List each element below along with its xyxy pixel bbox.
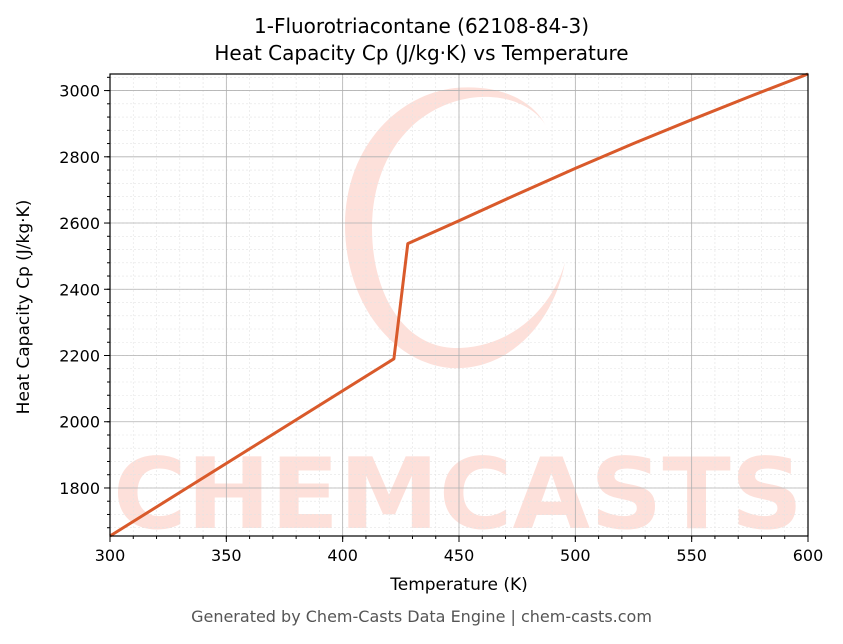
series-polyline	[109, 72, 809, 538]
axis-ticks: 300 350 400 450 500 550 600 1800 2000 2200 2400 260…	[59, 76, 824, 565]
watermark-text: CHEMCASTS	[113, 438, 803, 552]
series-line	[109, 72, 809, 538]
y-tick-label: 2600	[59, 214, 100, 233]
watermark: CHEMCASTS	[113, 87, 803, 552]
x-tick-label: 350	[211, 546, 242, 565]
chart-title-line2: Heat Capacity Cp (J/kg·K) vs Temperature	[214, 41, 629, 65]
x-tick-label: 450	[444, 546, 475, 565]
x-tick-label: 550	[676, 546, 707, 565]
y-tick-label: 2200	[59, 347, 100, 366]
y-tick-label: 1800	[59, 479, 100, 498]
x-tick-label: 400	[327, 546, 358, 565]
x-axis-label: Temperature (K)	[390, 575, 528, 595]
footer-credit: Generated by Chem-Casts Data Engine | ch…	[191, 607, 652, 626]
grid	[109, 74, 809, 536]
x-tick-label: 300	[95, 546, 126, 565]
y-tick-label: 2800	[59, 148, 100, 167]
y-tick-label: 2000	[59, 413, 100, 432]
watermark-swirl	[345, 87, 565, 369]
chart-title-line1: 1-Fluorotriacontane (62108-84-3)	[254, 14, 589, 38]
x-tick-label: 500	[560, 546, 591, 565]
y-tick-label: 3000	[59, 82, 100, 101]
y-axis-label: Heat Capacity Cp (J/kg·K)	[14, 199, 34, 415]
x-tick-label: 600	[793, 546, 824, 565]
y-tick-label: 2400	[59, 280, 100, 299]
